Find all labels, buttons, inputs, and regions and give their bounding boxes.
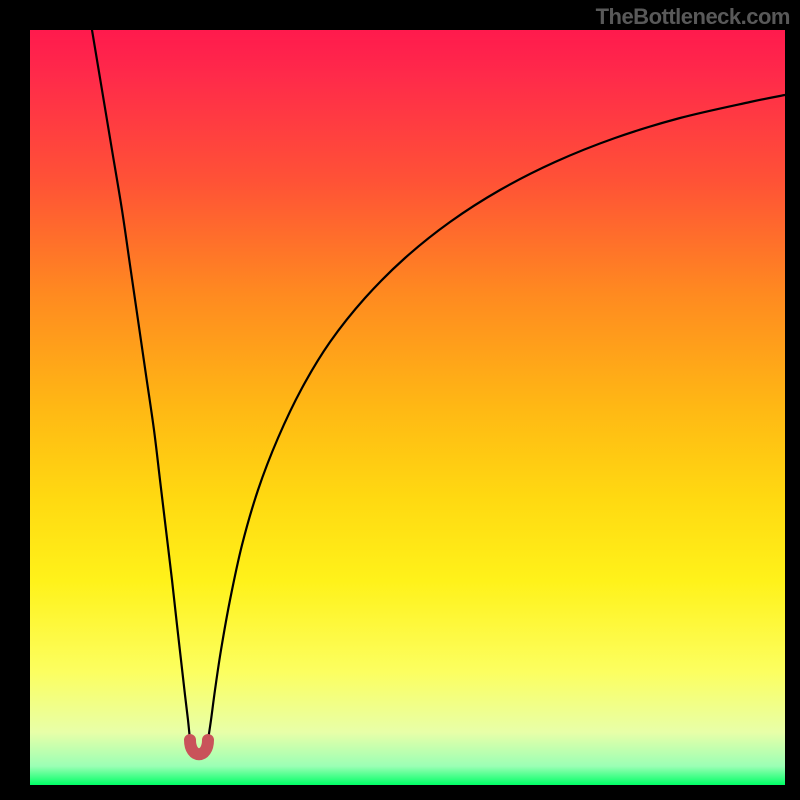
plot-area [30, 30, 785, 785]
chart-stage: TheBottleneck.com [0, 0, 800, 800]
curve-right [208, 95, 785, 740]
curve-layer [30, 30, 785, 785]
watermark-text: TheBottleneck.com [596, 4, 790, 30]
valley-marker [190, 740, 208, 754]
curve-left [92, 30, 190, 740]
valley-marker-path [190, 740, 208, 754]
